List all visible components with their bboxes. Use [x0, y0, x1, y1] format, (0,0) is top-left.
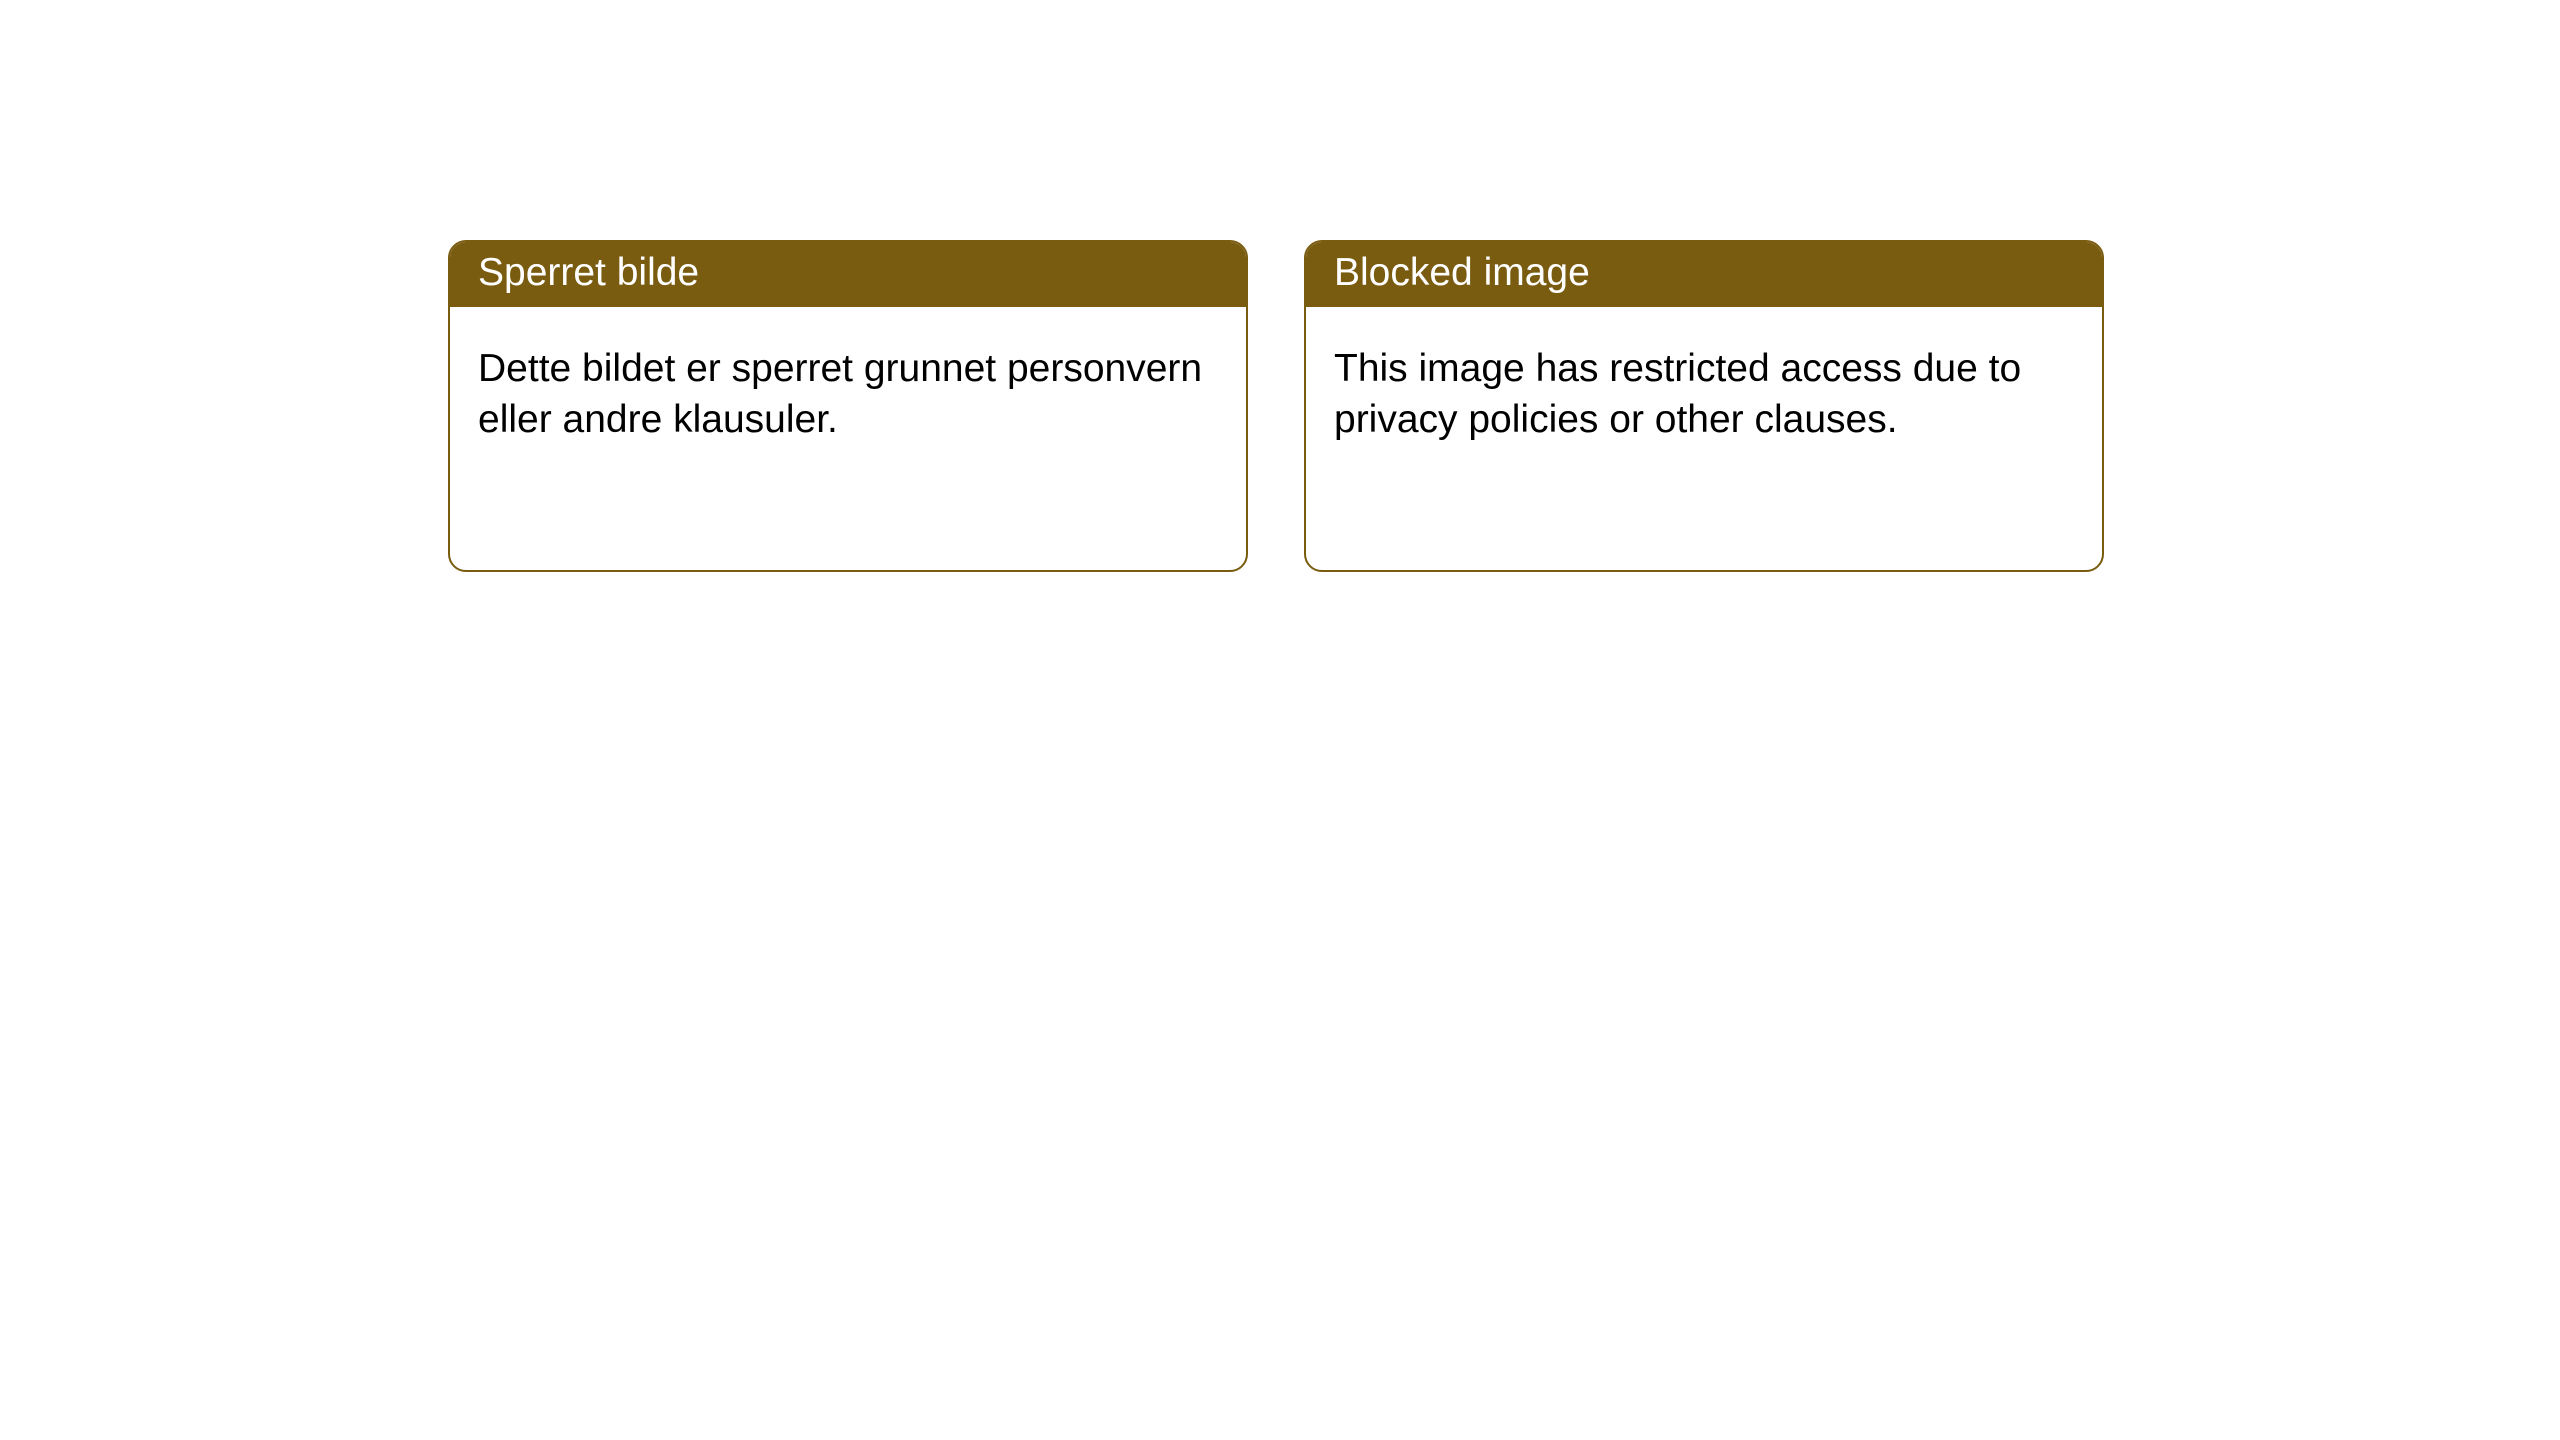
card-header: Sperret bilde [450, 242, 1246, 307]
card-header: Blocked image [1306, 242, 2102, 307]
cards-container: Sperret bilde Dette bildet er sperret gr… [0, 0, 2560, 572]
card-body-text: This image has restricted access due to … [1334, 347, 2021, 441]
card-body: This image has restricted access due to … [1306, 307, 2102, 474]
card-english: Blocked image This image has restricted … [1304, 240, 2104, 572]
card-body: Dette bildet er sperret grunnet personve… [450, 307, 1246, 474]
card-title: Sperret bilde [478, 251, 699, 294]
card-norwegian: Sperret bilde Dette bildet er sperret gr… [448, 240, 1248, 572]
card-body-text: Dette bildet er sperret grunnet personve… [478, 347, 1202, 441]
card-title: Blocked image [1334, 251, 1590, 294]
